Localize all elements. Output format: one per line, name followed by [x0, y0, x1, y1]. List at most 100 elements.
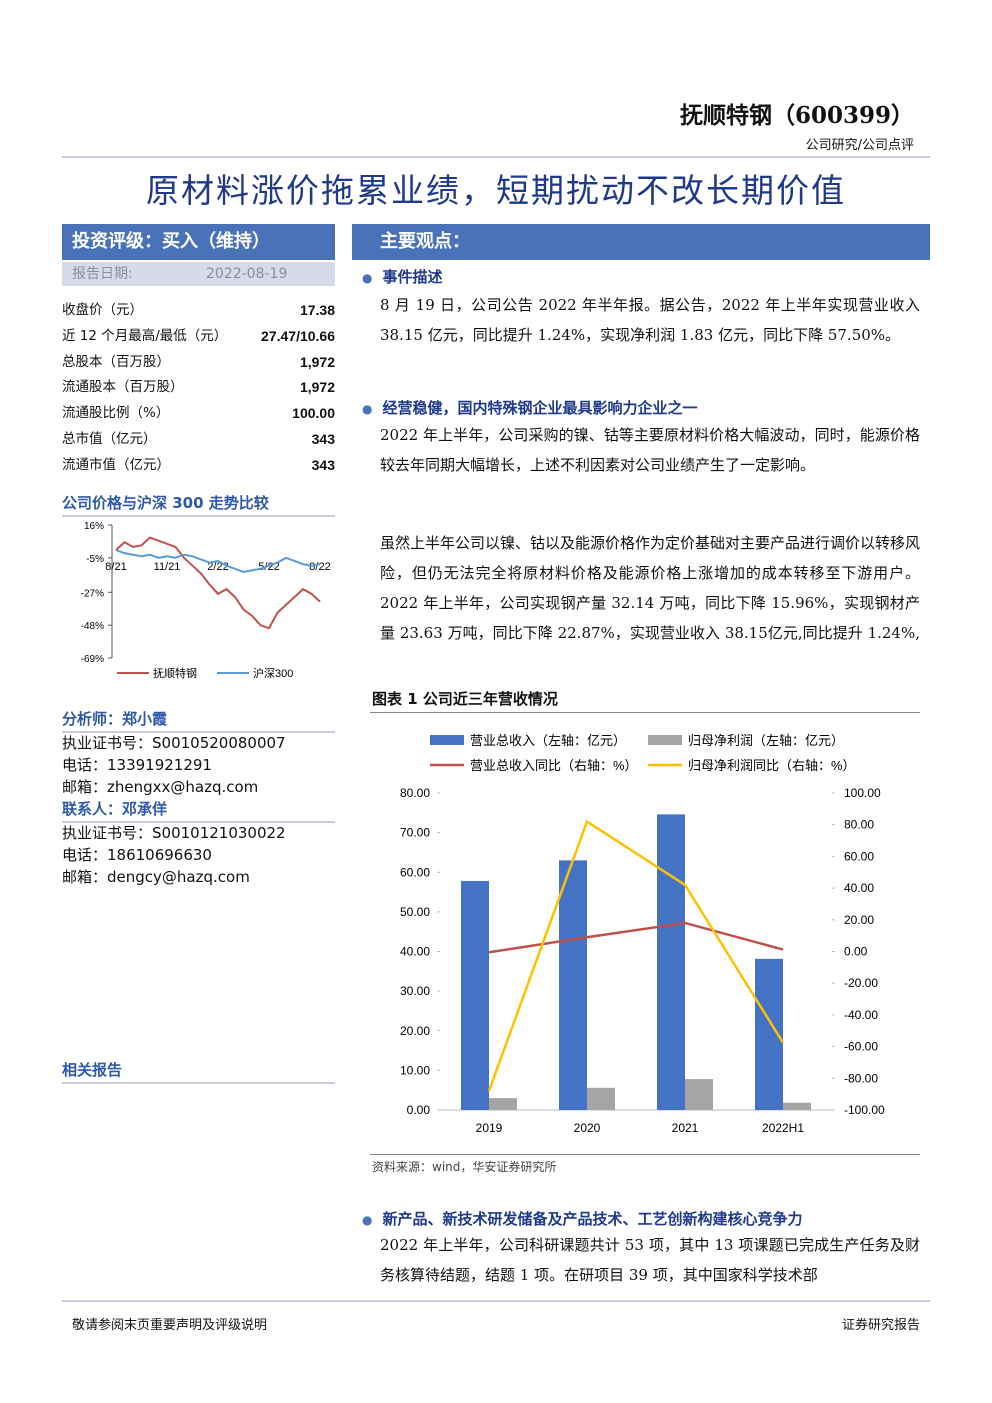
rule	[370, 712, 920, 713]
legend-label: 归母净利润（左轴：亿元）	[688, 733, 844, 748]
line	[488, 921, 784, 954]
y-tick-label: 50.00	[400, 905, 430, 919]
stat-label: 总股本（百万股）	[62, 353, 170, 370]
bar	[657, 814, 685, 1110]
stat-value: 343	[311, 456, 335, 473]
y-tick-label: -5%	[86, 554, 104, 565]
bar	[489, 1098, 517, 1110]
rule	[62, 156, 930, 158]
stat-value: 1,972	[299, 379, 335, 396]
y2-tick-label: -100.00	[844, 1103, 885, 1117]
y2-tick-label: 100.00	[844, 786, 881, 800]
y-tick-label: 30.00	[400, 984, 430, 998]
y-tick-label: 80.00	[400, 786, 430, 800]
x-tick-label: 11/21	[154, 561, 181, 573]
line	[115, 536, 321, 630]
report-title: 原材料涨价拖累业绩，短期扰动不改长期价值	[146, 171, 846, 210]
y2-tick-label: -40.00	[844, 1008, 878, 1022]
figure-title: 图表 1 公司近三年营收情况	[372, 690, 558, 708]
y-tick-label: 60.00	[400, 865, 430, 879]
date-label: 报告日期:	[72, 266, 133, 282]
stat-label: 近 12 个月最高/最低（元）	[62, 327, 228, 344]
stat-value: 1,972	[299, 353, 335, 370]
y-tick-label: -69%	[81, 654, 104, 665]
y-tick-label: 70.00	[400, 826, 430, 840]
y-tick-label: 20.00	[400, 1024, 430, 1038]
main-heading: 主要观点：	[352, 224, 930, 260]
bar	[685, 1079, 713, 1110]
y2-tick-label: 40.00	[844, 881, 874, 895]
analyst-heading: 分析师：郑小霞	[62, 708, 335, 733]
stat-row: 总市值（亿元） 343	[62, 426, 335, 452]
y-tick-label: 16%	[84, 521, 104, 532]
legend-swatch	[648, 735, 682, 745]
stock-chart: 16%-5%-27%-48%-69%8/21 11/21 2/22 5/22 8/22抚…	[81, 521, 331, 680]
legend-label: 营业总收入同比（右轴：%）	[470, 758, 638, 773]
y2-tick-label: -80.00	[844, 1071, 878, 1085]
x-tick-label: 2021	[672, 1121, 699, 1135]
stat-label: 总市值（亿元）	[62, 431, 157, 447]
bar	[461, 880, 489, 1110]
stat-value: 343	[311, 431, 335, 447]
footer-right: 证券研究报告	[841, 1318, 920, 1333]
y-tick-label: 10.00	[400, 1063, 430, 1077]
x-tick-label: 8/22	[309, 561, 330, 573]
section-heading: 事件描述	[362, 266, 442, 287]
stat-value: 100.00	[292, 405, 335, 422]
y2-tick-label: 20.00	[844, 913, 874, 927]
category: 公司研究/公司点评	[805, 138, 914, 153]
revenue-chart: 0.00 10.00 20.00 30.00 40.00 50.00 60.00 70.00 8…	[400, 733, 885, 1135]
stat-row: 总股本（百万股） 1,972	[62, 349, 335, 375]
stat-row: 近 12 个月最高/最低（元） 27.47/10.66	[62, 323, 335, 349]
y-tick-label: 0.00	[407, 1103, 431, 1117]
legend-label: 归母净利润同比（右轴：%）	[688, 758, 856, 773]
contact-line: 执业证书号：S0010520080007	[62, 734, 286, 752]
paragraph: 2022 年上半年，公司采购的镍、钴等主要原材料价格大幅波动，同时，能源价格较去…	[380, 426, 920, 474]
contact-line: 邮箱：zhengxx@hazq.com	[62, 778, 259, 796]
contact-line: 电话：18610696630	[62, 846, 212, 864]
source: 资料来源：wind，华安证券研究所	[372, 1160, 557, 1174]
y2-tick-label: 0.00	[844, 945, 868, 959]
rule	[62, 1300, 930, 1302]
paragraph: 8 月 19 日，公司公告 2022 年半年报。据公告，2022 年上半年实现营…	[380, 296, 920, 344]
stat-label: 流通市值（亿元）	[62, 456, 170, 473]
line	[115, 549, 321, 573]
y-tick-label: 40.00	[400, 945, 430, 959]
date-bar: 报告日期: 2022-08-19	[62, 262, 335, 286]
legend-label: 营业总收入（左轴：亿元）	[470, 733, 626, 748]
chart-title: 公司价格与沪深 300 走势比较	[62, 492, 335, 517]
contact-line: 邮箱：dengcy@hazq.com	[62, 868, 250, 886]
x-tick-label: 2022H1	[762, 1121, 804, 1135]
company: 抚顺特钢（600399）	[679, 102, 914, 129]
stat-row: 流通市值（亿元） 343	[62, 452, 335, 478]
paragraph: 2022 年上半年，公司科研课题共计 53 项，其中 13 项课题已完成生产任务…	[380, 1236, 920, 1284]
rule	[370, 1154, 920, 1155]
stat-label: 流通股本（百万股）	[62, 379, 184, 396]
stat-row: 收盘价（元） 17.38	[62, 297, 335, 323]
contact-heading: 联系人：邓承佯	[62, 798, 335, 823]
stat-value: 27.47/10.66	[261, 327, 335, 344]
y2-tick-label: -20.00	[844, 976, 878, 990]
stat-label: 收盘价（元）	[62, 302, 143, 318]
paragraph: 虽然上半年公司以镍、钴以及能源价格作为定价基础对主要产品进行调价以转移风险，但仍…	[380, 534, 920, 642]
bar	[783, 1102, 811, 1110]
y-tick-label: -48%	[81, 621, 104, 632]
section-heading: 经营稳健，国内特殊钢企业最具影响力企业之一	[362, 397, 697, 418]
section-heading: 新产品、新技术研发储备及产品技术、工艺创新构建核心竞争力	[362, 1208, 802, 1229]
y2-tick-label: 80.00	[844, 818, 874, 832]
legend-swatch	[430, 735, 464, 745]
y2-tick-label: -60.00	[844, 1040, 878, 1054]
y-tick-label: -27%	[81, 588, 104, 599]
contact-line: 电话：13391921291	[62, 756, 212, 774]
x-tick-label: 8/21	[105, 561, 126, 573]
stat-value: 17.38	[299, 302, 335, 318]
line	[487, 819, 785, 1092]
legend-label: 抚顺特钢	[153, 666, 197, 680]
stat-row: 流通股本（百万股） 1,972	[62, 374, 335, 400]
bar	[587, 1087, 615, 1110]
contact-line: 执业证书号：S0010121030022	[62, 824, 286, 842]
stat-label: 流通股比例（%）	[62, 405, 170, 422]
y2-tick-label: 60.00	[844, 849, 874, 863]
x-tick-label: 2020	[574, 1121, 601, 1135]
